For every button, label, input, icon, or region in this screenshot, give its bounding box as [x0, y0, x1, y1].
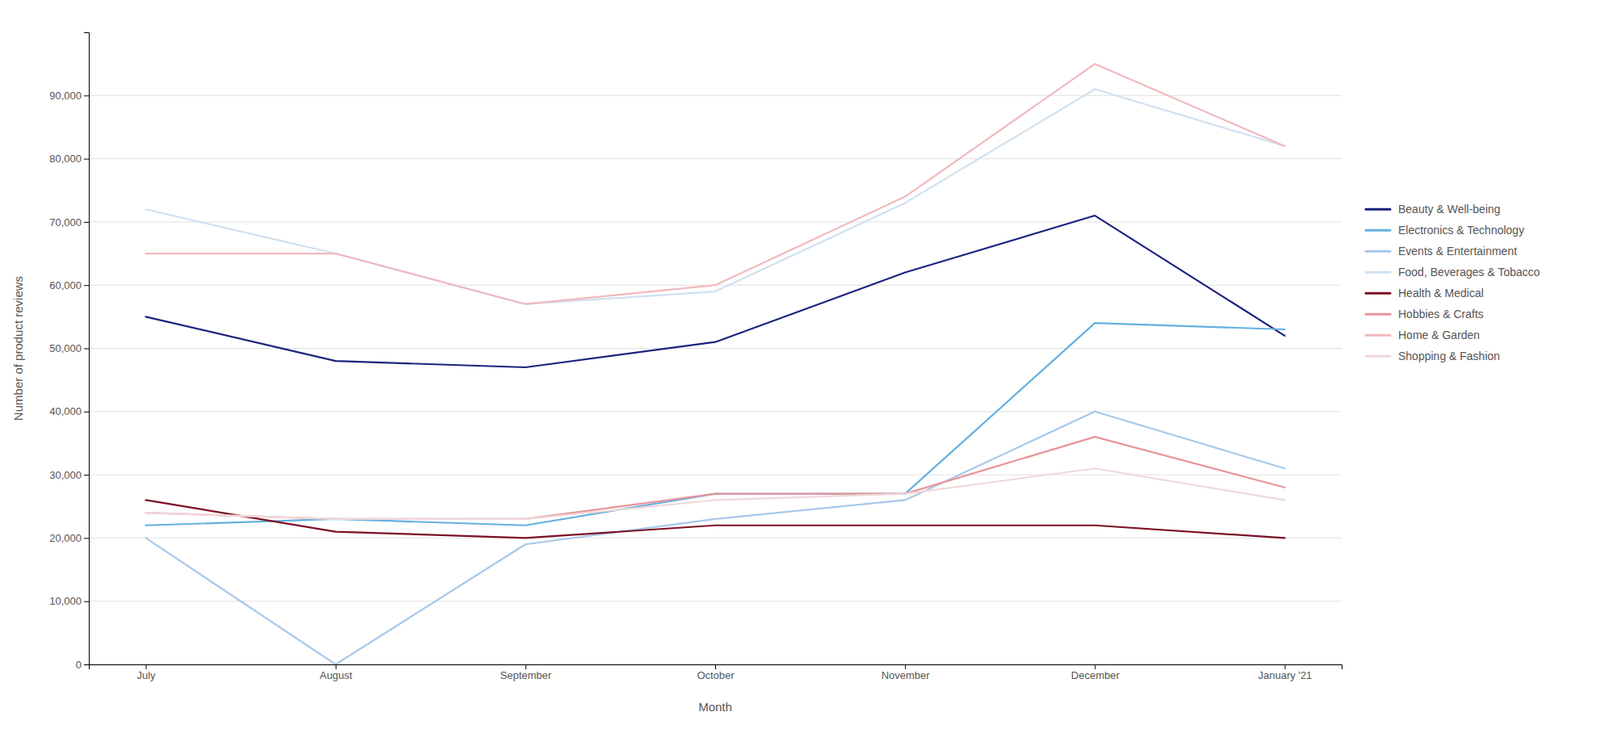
legend-swatch	[1365, 208, 1391, 211]
series-line	[146, 436, 1286, 520]
legend-label: Events & Entertainment	[1398, 244, 1517, 258]
y-axis: 0 10,000 20,000 30,000 40,000 50,000 60,000 70,…	[49, 33, 89, 671]
grid-line	[88, 221, 1342, 222]
legend-swatch	[1365, 334, 1391, 337]
y-tick-label: 40,000	[49, 405, 82, 418]
y-tick-mark	[83, 537, 89, 539]
x-tick: November	[881, 664, 931, 682]
grid-line	[88, 474, 1342, 476]
y-tick-label: 90,000	[49, 89, 82, 102]
y-tick-label: 80,000	[49, 152, 82, 165]
x-tick: January '21	[1258, 664, 1313, 682]
y-tick-label: 0	[75, 658, 82, 671]
x-tick-mark	[1284, 664, 1286, 670]
series-line	[146, 322, 1286, 526]
chart: July August September October November Decemb…	[0, 0, 1600, 729]
x-tick-mark	[715, 664, 717, 670]
x-axis: July August September October November Decemb…	[89, 664, 1343, 682]
grid	[88, 95, 1342, 665]
x-tick-mark	[904, 664, 906, 670]
legend-item: Health & Medical	[1365, 286, 1484, 300]
legend-label: Food, Beverages & Tobacco	[1398, 265, 1541, 279]
legend-item: Home & Garden	[1365, 328, 1480, 342]
x-axis-title: Month	[698, 699, 733, 714]
x-tick-mark	[1094, 664, 1096, 670]
legend: Beauty & Well-being Electronics & Technol…	[1365, 202, 1541, 363]
x-tick-label: August	[319, 669, 353, 682]
x-tick-label: September	[500, 669, 553, 682]
legend-swatch	[1365, 355, 1391, 358]
legend-swatch	[1365, 292, 1391, 295]
legend-label: Shopping & Fashion	[1398, 349, 1500, 363]
legend-swatch	[1365, 271, 1391, 274]
y-tick: 50,000	[49, 342, 89, 355]
series-line	[146, 63, 1286, 305]
lines	[146, 63, 1286, 665]
y-tick-label: 10,000	[49, 594, 82, 608]
y-tick-mark	[83, 348, 89, 350]
y-axis-title: Number of product reviews	[11, 276, 26, 421]
x-tick: August	[319, 664, 353, 682]
x-tick: December	[1071, 664, 1121, 682]
legend-swatch	[1365, 229, 1391, 232]
legend-label: Electronics & Technology	[1398, 223, 1525, 237]
legend-item: Food, Beverages & Tobacco	[1365, 265, 1541, 279]
legend-item: Shopping & Fashion	[1365, 349, 1500, 363]
y-axis-line	[83, 33, 90, 666]
y-tick-mark	[83, 411, 89, 413]
legend-item: Events & Entertainment	[1365, 244, 1517, 258]
series-line	[146, 468, 1286, 520]
y-tick-mark	[83, 159, 89, 160]
legend-swatch	[1365, 313, 1391, 316]
y-tick-label: 60,000	[49, 279, 82, 292]
x-tick: July	[136, 664, 156, 682]
y-tick: 20,000	[49, 531, 89, 545]
series-line	[146, 88, 1286, 304]
y-tick: 90,000	[49, 89, 89, 102]
y-tick-mark	[83, 474, 89, 476]
grid-line	[88, 537, 1342, 539]
x-axis-line	[89, 665, 1343, 671]
legend-item: Electronics & Technology	[1365, 223, 1525, 237]
plot: July August September October November Decemb…	[49, 33, 1342, 683]
y-tick: 80,000	[49, 152, 89, 165]
y-tick-mark	[83, 95, 89, 97]
y-tick: 0	[75, 658, 89, 671]
x-tick-mark	[146, 664, 147, 670]
x-tick-mark	[525, 664, 527, 670]
x-tick-label: July	[136, 669, 156, 682]
y-tick-mark	[83, 601, 89, 603]
legend-label: Beauty & Well-being	[1398, 202, 1501, 216]
x-tick: September	[500, 664, 553, 682]
y-tick: 10,000	[49, 594, 89, 608]
y-tick-mark	[83, 664, 89, 666]
legend-label: Home & Garden	[1398, 328, 1480, 342]
y-tick: 70,000	[49, 216, 89, 229]
legend-item: Hobbies & Crafts	[1365, 307, 1484, 321]
grid-line	[88, 410, 1342, 412]
y-tick-label: 30,000	[49, 469, 82, 482]
legend-label: Hobbies & Crafts	[1398, 307, 1484, 321]
x-tick-label: October	[696, 669, 735, 682]
legend-item: Beauty & Well-being	[1365, 202, 1501, 216]
x-tick: October	[696, 664, 735, 682]
y-tick-label: 70,000	[49, 216, 82, 229]
y-tick-mark	[83, 284, 89, 286]
x-tick-label: January '21	[1258, 669, 1313, 682]
grid-line	[88, 95, 1342, 97]
legend-swatch	[1365, 250, 1391, 253]
y-tick: 40,000	[49, 405, 89, 418]
x-tick-mark	[335, 664, 337, 670]
y-tick-label: 20,000	[49, 531, 82, 545]
grid-line	[88, 600, 1342, 602]
y-tick: 60,000	[49, 279, 89, 292]
grid-line	[88, 158, 1342, 160]
y-tick-label: 50,000	[49, 342, 82, 355]
y-tick: 30,000	[49, 469, 89, 482]
legend-label: Health & Medical	[1398, 286, 1484, 300]
x-tick-label: December	[1071, 669, 1121, 682]
x-tick-label: November	[881, 669, 931, 682]
y-tick-mark	[83, 221, 89, 223]
series-line	[146, 411, 1286, 665]
